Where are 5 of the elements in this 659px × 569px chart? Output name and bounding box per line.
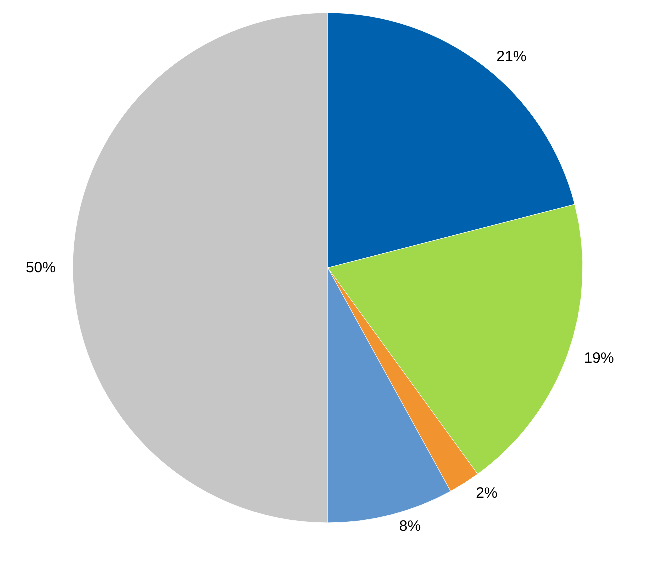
data-label: 8%	[399, 518, 422, 536]
data-label: 21%	[496, 48, 527, 66]
data-label: 2%	[476, 484, 498, 502]
data-label: 19%	[584, 350, 614, 367]
data-label: 50%	[26, 260, 56, 276]
